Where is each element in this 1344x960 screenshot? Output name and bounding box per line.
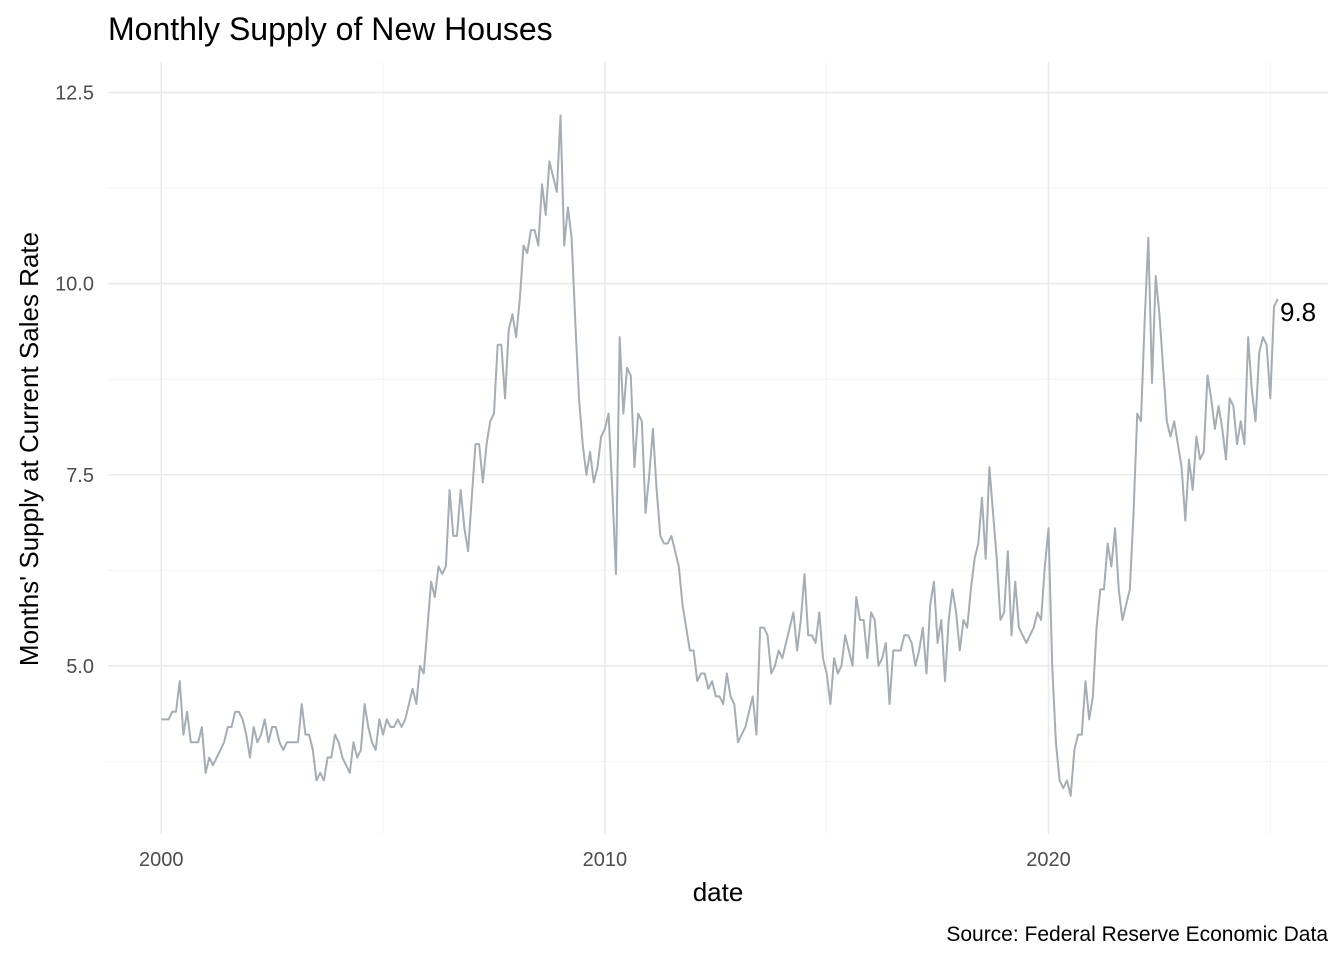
y-axis-title: Months' Supply at Current Sales Rate — [14, 232, 44, 666]
chart-title: Monthly Supply of New Houses — [108, 11, 553, 47]
last-value-label: 9.8 — [1280, 297, 1316, 327]
tick-labels: 5.0 7.5 10.0 12.5 2000 2010 2020 — [55, 83, 1071, 871]
y-tick-label: 7.5 — [66, 465, 94, 487]
source-caption: Source: Federal Reserve Economic Data — [946, 923, 1328, 946]
x-axis-title: date — [693, 877, 744, 907]
y-tick-label: 10.0 — [55, 274, 94, 296]
y-tick-label: 5.0 — [66, 656, 94, 678]
y-tick-label: 12.5 — [55, 83, 94, 105]
grid-lines — [108, 62, 1328, 834]
x-tick-label: 2010 — [583, 849, 628, 871]
x-tick-label: 2000 — [139, 849, 184, 871]
series-line-months-supply — [161, 114, 1279, 797]
x-tick-label: 2020 — [1026, 849, 1071, 871]
